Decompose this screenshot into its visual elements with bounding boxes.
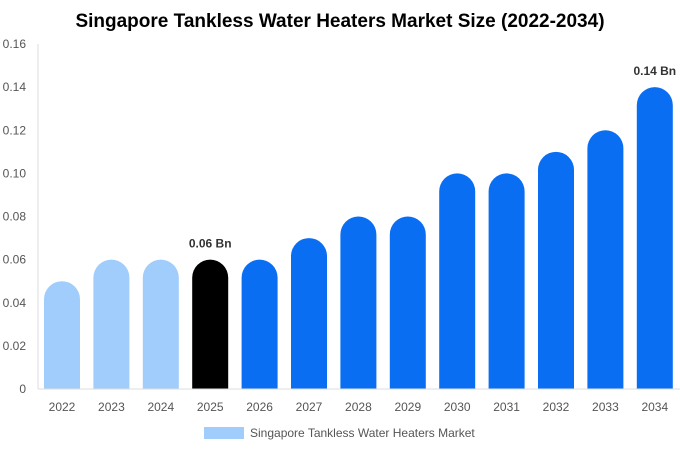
y-tick-label: 0.08: [3, 210, 27, 224]
x-tick-label: 2027: [296, 400, 323, 414]
data-labels: 0.06 Bn 0.14 Bn: [189, 64, 676, 251]
bar: [439, 173, 476, 389]
y-tick-label: 0: [19, 382, 26, 396]
bar: [291, 238, 327, 389]
y-tick-label: 0.16: [3, 37, 27, 51]
bar: [389, 216, 426, 389]
y-tick-label: 0.12: [3, 123, 27, 137]
x-tick-label: 2031: [493, 400, 520, 414]
x-tick-label: 2025: [197, 400, 224, 414]
y-tick-label: 0.02: [3, 339, 27, 353]
x-tick-label: 2023: [98, 400, 125, 414]
x-tick-label: 2030: [444, 400, 471, 414]
x-tick-label: 2029: [394, 400, 421, 414]
bar: [340, 216, 377, 389]
x-tick-label: 2026: [246, 400, 273, 414]
bar: [192, 259, 229, 389]
bar: [488, 173, 525, 389]
bar: [44, 281, 80, 389]
x-tick-label: 2032: [543, 400, 570, 414]
bar: [241, 259, 278, 389]
y-tick-label: 0.14: [3, 80, 27, 94]
data-label: 0.14 Bn: [633, 64, 676, 78]
legend-label: Singapore Tankless Water Heaters Market: [250, 426, 475, 440]
bar: [538, 151, 574, 389]
y-tick-label: 0.10: [3, 166, 27, 180]
y-axis: 0 0.02 0.04 0.06 0.08 0.10 0.12 0.14 0.16: [3, 37, 39, 396]
y-tick-label: 0.06: [3, 253, 27, 267]
legend-swatch: [204, 427, 244, 439]
x-tick-label: 2028: [345, 400, 372, 414]
bars: [44, 87, 673, 390]
chart-title: Singapore Tankless Water Heaters Market …: [75, 11, 604, 32]
x-tick-label: 2033: [592, 400, 619, 414]
bar: [142, 259, 179, 389]
bar: [93, 259, 130, 389]
bar: [587, 130, 624, 390]
legend: Singapore Tankless Water Heaters Market: [204, 426, 475, 440]
x-axis: 2022 2023 2024 2025 2026 2027 2028 2029 2030 2031…: [38, 388, 680, 414]
bar: [636, 87, 673, 389]
x-tick-label: 2034: [641, 400, 668, 414]
x-tick-label: 2024: [147, 400, 174, 414]
x-tick-label: 2022: [49, 400, 76, 414]
data-label: 0.06 Bn: [189, 237, 232, 251]
y-tick-label: 0.04: [3, 296, 27, 310]
